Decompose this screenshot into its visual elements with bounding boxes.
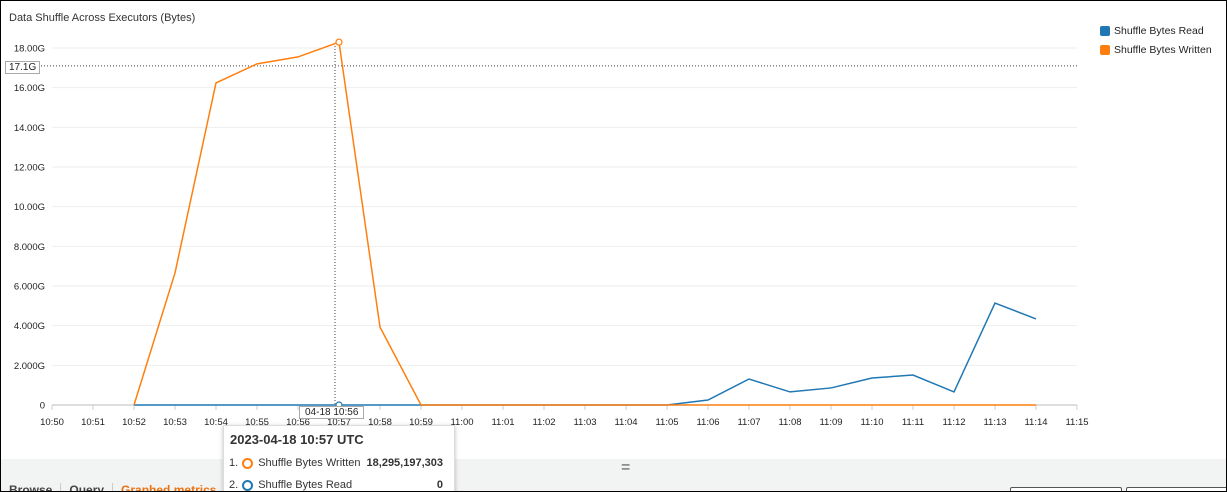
y-tick-label: 18.00G bbox=[14, 44, 45, 55]
y-tick-label: 8.000G bbox=[14, 242, 45, 253]
y-tick-label: 16.00G bbox=[14, 83, 45, 94]
x-tick-label: 11:12 bbox=[942, 417, 965, 428]
tooltip-index: 1. bbox=[229, 457, 239, 469]
tab-query[interactable]: Query bbox=[61, 483, 114, 491]
x-tick-label: 11:03 bbox=[573, 417, 596, 428]
tooltip-row: 2. Shuffle Bytes Read 0 bbox=[229, 479, 443, 491]
series-line-read bbox=[134, 302, 1037, 406]
x-tick-label: 11:07 bbox=[737, 417, 760, 428]
y-tick-label: 12.00G bbox=[14, 163, 45, 174]
y-tick-label: 6.000G bbox=[14, 282, 45, 293]
legend-swatch bbox=[1100, 44, 1110, 55]
x-tick-label: 10:52 bbox=[122, 417, 146, 428]
bottom-panel bbox=[1, 459, 1226, 491]
tooltip-title: 2023-04-18 10:57 UTC bbox=[230, 432, 364, 447]
x-tick-label: 11:10 bbox=[860, 417, 883, 428]
line-chart[interactable]: 0 2.000G 4.000G 6.000G 8.000G 10.00G 12.00G 14.… bbox=[1, 1, 1227, 461]
x-tick-label: 10:54 bbox=[204, 417, 228, 428]
x-tick-label: 10:56 bbox=[286, 417, 310, 428]
tab-bar: Browse Query Graphed metrics bbox=[1, 483, 224, 492]
tooltip-index: 2. bbox=[229, 479, 239, 491]
legend-swatch bbox=[1100, 25, 1110, 36]
x-tick-label: 10:50 bbox=[40, 417, 64, 428]
x-tick-label: 11:09 bbox=[819, 417, 842, 428]
tooltip-row: 1. Shuffle Bytes Written 18,295,197,303 bbox=[229, 457, 443, 469]
x-tick-label: 11:05 bbox=[655, 417, 678, 428]
x-tick-label: 11:00 bbox=[450, 417, 473, 428]
y-tick-label: 10.00G bbox=[14, 202, 45, 213]
hover-y-label: 17.1G bbox=[5, 61, 41, 74]
chart-title: Data Shuffle Across Executors (Bytes) bbox=[9, 12, 196, 24]
x-tick-label: 10:53 bbox=[163, 417, 187, 428]
y-tick-label: 0 bbox=[40, 401, 45, 412]
y-tick-label: 4.000G bbox=[14, 321, 45, 332]
x-tick-label: 10:55 bbox=[245, 417, 269, 428]
y-tick-label: 14.00G bbox=[14, 123, 45, 134]
tooltip-value: 0 bbox=[436, 479, 443, 491]
tooltip-value: 18,295,197,303 bbox=[366, 457, 443, 469]
y-tick-label: 2.000G bbox=[14, 361, 45, 372]
x-tick-label: 11:08 bbox=[778, 417, 801, 428]
tooltip-name: Shuffle Bytes Written bbox=[258, 457, 361, 469]
x-tick-label: 10:59 bbox=[409, 417, 433, 428]
legend-item-written[interactable]: Shuffle Bytes Written bbox=[1100, 40, 1212, 59]
tooltip: 2023-04-18 10:57 UTC 1. Shuffle Bytes Wr… bbox=[223, 425, 455, 491]
legend-item-read[interactable]: Shuffle Bytes Read bbox=[1100, 21, 1212, 40]
x-tick-label: 11:06 bbox=[696, 417, 719, 428]
legend: Shuffle Bytes Read Shuffle Bytes Written bbox=[1100, 21, 1212, 59]
data-point bbox=[335, 38, 343, 46]
tab-browse[interactable]: Browse bbox=[1, 483, 62, 491]
hover-x-label: 04-18 10:56 bbox=[299, 406, 365, 419]
action-button[interactable] bbox=[1126, 487, 1226, 491]
circle-icon bbox=[242, 457, 254, 469]
x-tick-label: 10:57 bbox=[327, 417, 351, 428]
action-button[interactable] bbox=[1010, 487, 1122, 491]
x-tick-label: 11:01 bbox=[491, 417, 514, 428]
x-tick-label: 11:13 bbox=[983, 417, 1006, 428]
resize-handle[interactable]: = bbox=[621, 459, 631, 476]
x-tick-label: 10:58 bbox=[368, 417, 392, 428]
legend-label: Shuffle Bytes Read bbox=[1114, 24, 1204, 37]
x-tick-label: 11:14 bbox=[1024, 417, 1047, 428]
x-tick-label: 11:15 bbox=[1065, 417, 1088, 428]
x-tick-label: 11:11 bbox=[902, 417, 924, 428]
x-tick-label: 11:04 bbox=[614, 417, 637, 428]
tooltip-name: Shuffle Bytes Read bbox=[258, 479, 353, 491]
series-line-written bbox=[133, 41, 1036, 406]
x-tick-label: 11:02 bbox=[532, 417, 555, 428]
tab-graphed-metrics[interactable]: Graphed metrics bbox=[121, 483, 217, 492]
x-tick-label: 10:51 bbox=[81, 417, 105, 428]
circle-icon bbox=[242, 479, 254, 491]
legend-label: Shuffle Bytes Written bbox=[1114, 43, 1212, 56]
